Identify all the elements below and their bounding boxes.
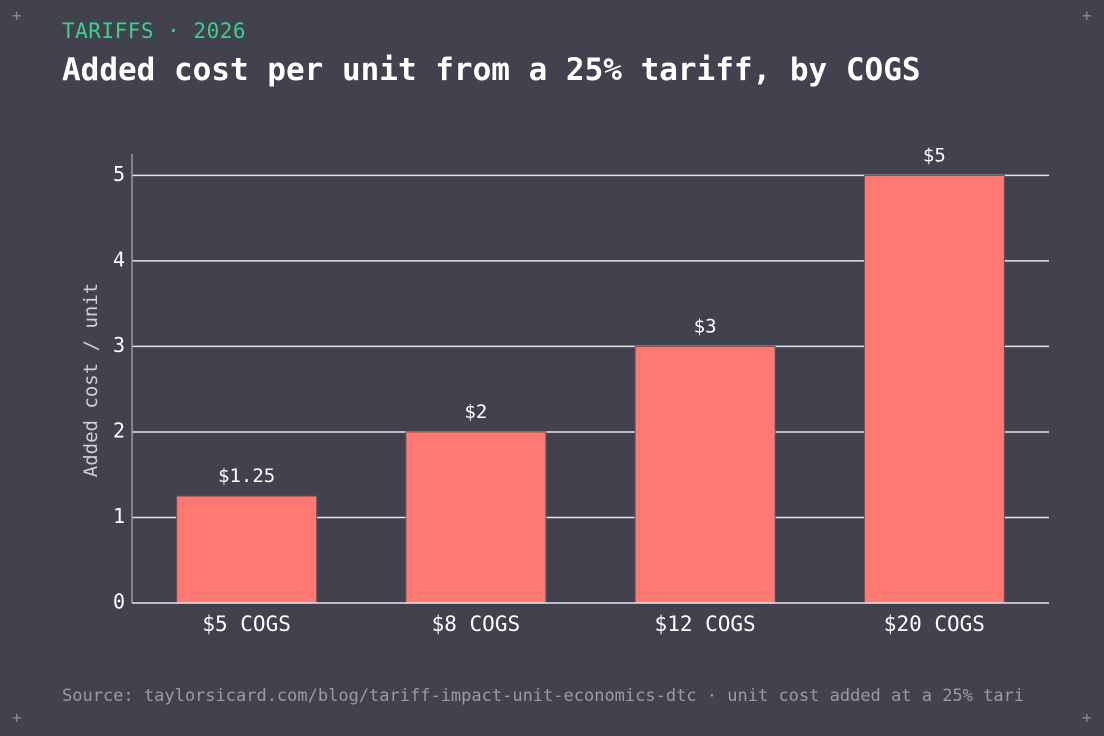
y-tick-label: 3	[113, 333, 125, 357]
x-tick-label: $5 COGS	[202, 612, 291, 636]
chart-kicker: TARIFFS · 2026	[62, 19, 247, 43]
y-tick-label: 2	[113, 418, 125, 442]
source-note: Source: taylorsicard.com/blog/tariff-imp…	[62, 686, 1025, 706]
axes	[131, 154, 1049, 604]
bar	[863, 174, 1005, 604]
x-tick-label: $12 COGS	[655, 612, 756, 636]
corner-mark-top-right: +	[1082, 6, 1092, 25]
data-label: $1.25	[218, 465, 275, 487]
y-tick-label: 0	[113, 590, 125, 614]
bars	[176, 174, 1005, 604]
bar	[634, 345, 776, 604]
corner-mark-bottom-left: +	[12, 708, 22, 727]
labels: 0 1 2 3 4 5 $1.25 $5 COGS $2 $8 COGS $3 $12 COGS $5 $…	[80, 144, 985, 636]
y-axis-title: Added cost / unit	[80, 283, 102, 477]
corner-mark-bottom-right: +	[1082, 708, 1092, 727]
x-tick-label: $20 COGS	[884, 612, 985, 636]
corner-mark-top-left: +	[12, 6, 22, 25]
data-label: $2	[464, 401, 487, 423]
bar	[176, 495, 318, 604]
y-tick-label: 4	[113, 247, 125, 271]
data-label: $3	[694, 315, 717, 337]
y-tick-label: 5	[113, 162, 125, 186]
x-tick-label: $8 COGS	[432, 612, 521, 636]
y-tick-label: 1	[113, 504, 125, 528]
data-label: $5	[923, 144, 946, 166]
chart-title: Added cost per unit from a 25% tariff, b…	[62, 52, 921, 88]
bar	[405, 431, 547, 604]
